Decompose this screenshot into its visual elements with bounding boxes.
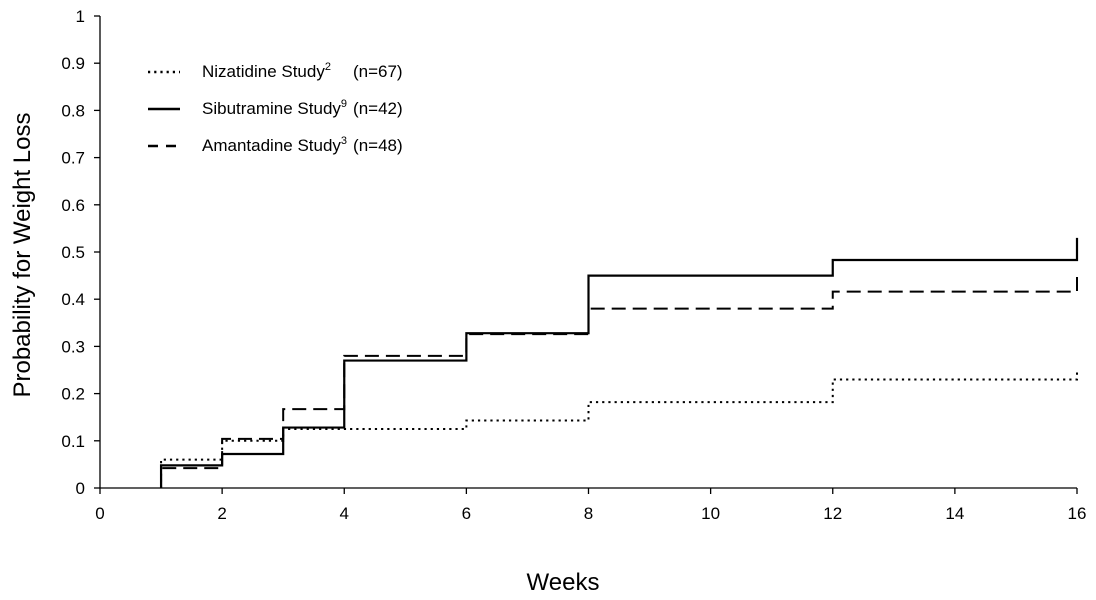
- x-tick-label: 14: [945, 504, 964, 523]
- axes-layer: [99, 16, 1077, 489]
- y-tick-label: 0.3: [61, 337, 85, 356]
- y-tick-label: 0.9: [61, 54, 85, 73]
- y-tick-label: 0.7: [61, 149, 85, 168]
- y-ticks: 0 0.1 0.2 0.3 0.4 0.5 0.6 0.7 0.8 0.9 1: [61, 7, 100, 498]
- x-tick-label: 4: [340, 504, 349, 523]
- legend-series-name: Amantadine Study: [202, 136, 341, 155]
- legend-entry: Amantadine Study3 (n=48): [202, 135, 403, 155]
- legend-superscript: 2: [325, 61, 331, 73]
- series-layer: [159, 237, 1079, 488]
- legend: Nizatidine Study2 (n=67) Sibutramine Study…: [148, 61, 403, 155]
- y-tick-label: 0.6: [61, 196, 85, 215]
- y-tick-label: 0.1: [61, 432, 85, 451]
- y-tick-label: 0.2: [61, 385, 85, 404]
- y-tick-label: 0.8: [61, 101, 85, 120]
- legend-superscript: 9: [341, 98, 347, 110]
- legend-superscript: 3: [341, 135, 347, 147]
- y-tick-label: 0.4: [61, 290, 85, 309]
- legend-series-name: Sibutramine Study: [202, 99, 341, 118]
- x-axis-title: Weeks: [527, 569, 600, 596]
- x-ticks: 0 2 4 6 8 10 12 14 16: [95, 488, 1086, 523]
- x-tick-label: 0: [95, 504, 104, 523]
- legend-entry: Nizatidine Study2 (n=67): [202, 61, 403, 81]
- series-line-dotted: [160, 370, 1078, 488]
- series-line-solid: [159, 237, 1079, 488]
- x-tick-label: 16: [1068, 504, 1087, 523]
- y-tick-label: 1: [76, 7, 85, 26]
- y-tick-label: 0.5: [61, 243, 85, 262]
- y-tick-label: 0: [76, 479, 85, 498]
- x-tick-label: 12: [823, 504, 842, 523]
- x-tick-label: 6: [462, 504, 471, 523]
- legend-n-label: (n=42): [353, 99, 403, 118]
- legend-series-name: Nizatidine Study: [202, 62, 325, 81]
- series-line-dashed: [160, 273, 1078, 488]
- legend-n-label: (n=48): [353, 136, 403, 155]
- x-tick-label: 10: [701, 504, 720, 523]
- legend-entry: Sibutramine Study9 (n=42): [202, 98, 403, 118]
- y-axis-title: Probability for Weight Loss: [9, 112, 36, 397]
- x-tick-label: 8: [584, 504, 593, 523]
- x-tick-label: 2: [217, 504, 226, 523]
- legend-n-label: (n=67): [353, 62, 403, 81]
